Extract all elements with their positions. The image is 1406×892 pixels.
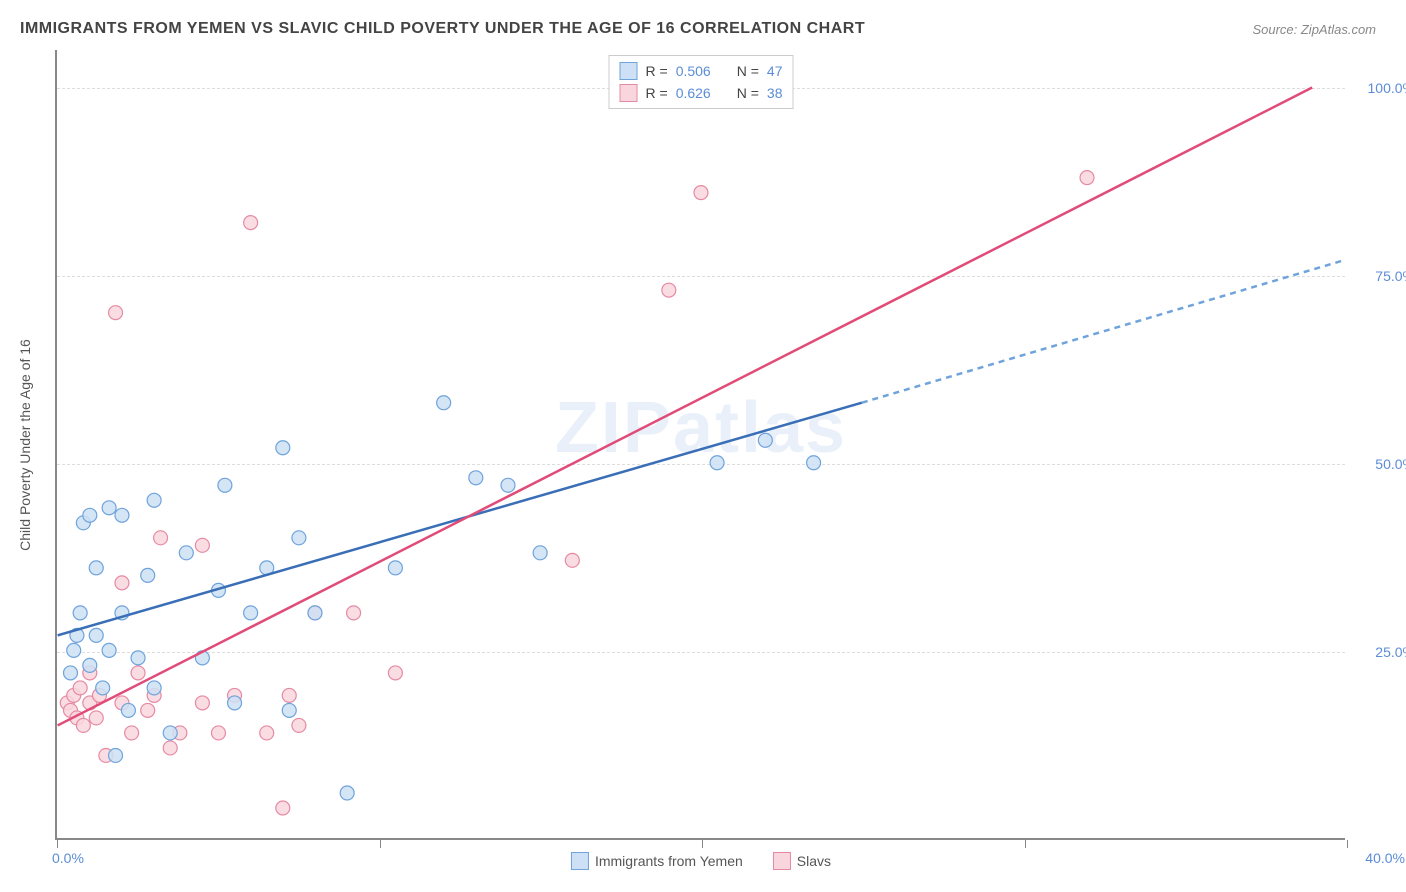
series-legend: Immigrants from Yemen Slavs: [571, 852, 831, 870]
y-tick-label: 100.0%: [1368, 80, 1406, 96]
n-value-yemen: 47: [767, 63, 783, 79]
correlation-row-slavs: R = 0.626 N = 38: [620, 82, 783, 104]
legend-label-slavs: Slavs: [797, 853, 831, 869]
swatch-yemen: [620, 62, 638, 80]
legend-label-yemen: Immigrants from Yemen: [595, 853, 743, 869]
scatter-svg: [57, 50, 1345, 838]
swatch-slavs-icon: [773, 852, 791, 870]
n-value-slavs: 38: [767, 85, 783, 101]
chart-title: IMMIGRANTS FROM YEMEN VS SLAVIC CHILD PO…: [20, 20, 865, 38]
x-tick-label-max: 40.0%: [1365, 850, 1405, 866]
r-label: R =: [646, 85, 668, 101]
r-value-yemen: 0.506: [676, 63, 711, 79]
swatch-yemen-icon: [571, 852, 589, 870]
r-label: R =: [646, 63, 668, 79]
legend-item-slavs: Slavs: [773, 852, 831, 870]
correlation-row-yemen: R = 0.506 N = 47: [620, 60, 783, 82]
correlation-legend: R = 0.506 N = 47 R = 0.626 N = 38: [609, 55, 794, 109]
y-tick-label: 75.0%: [1375, 268, 1406, 284]
legend-item-yemen: Immigrants from Yemen: [571, 852, 743, 870]
x-tick-label-min: 0.0%: [52, 850, 84, 866]
n-label: N =: [737, 85, 759, 101]
swatch-slavs: [620, 84, 638, 102]
source-label: Source: ZipAtlas.com: [1252, 22, 1376, 37]
y-axis-label: Child Poverty Under the Age of 16: [17, 339, 33, 551]
y-tick-label: 25.0%: [1375, 644, 1406, 660]
r-value-slavs: 0.626: [676, 85, 711, 101]
plot-area: ZIPatlas 25.0%50.0%75.0%100.0% R = 0.506…: [55, 50, 1345, 840]
n-label: N =: [737, 63, 759, 79]
y-tick-label: 50.0%: [1375, 456, 1406, 472]
y-axis-label-container: Child Poverty Under the Age of 16: [10, 50, 40, 840]
